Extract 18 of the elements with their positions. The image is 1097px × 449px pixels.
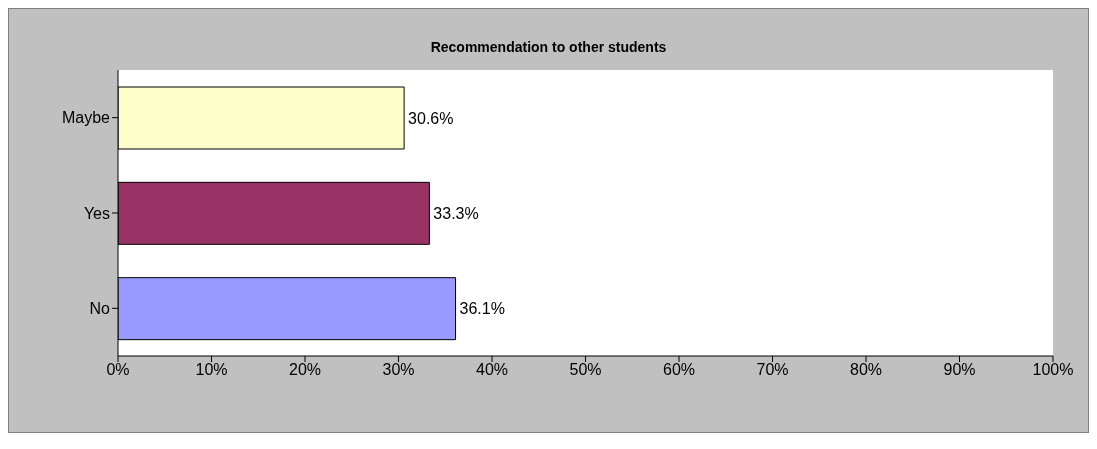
x-tick-label: 60% [662, 361, 696, 379]
x-tick-label: 90% [943, 361, 976, 379]
y-tick-label: Yes [83, 204, 110, 222]
x-tick-label: 10% [195, 361, 228, 379]
x-tick-label: 70% [756, 361, 789, 379]
x-tick-label: 20% [288, 361, 322, 379]
x-tick-label: 80% [849, 361, 883, 379]
y-tick-label: Maybe [61, 109, 111, 127]
x-tick-label: 30% [382, 361, 415, 379]
chart-title: Recommendation to other students [429, 39, 668, 55]
x-tick-label: 50% [569, 361, 602, 379]
data-label: 33.3% [433, 205, 479, 223]
data-label: 36.1% [459, 300, 505, 318]
x-tick-label: 40% [475, 361, 509, 379]
data-label: 30.6% [408, 109, 454, 127]
y-tick-label: No [89, 300, 111, 318]
x-tick-label: 100% [1032, 361, 1074, 379]
x-tick-label: 0% [106, 361, 130, 379]
